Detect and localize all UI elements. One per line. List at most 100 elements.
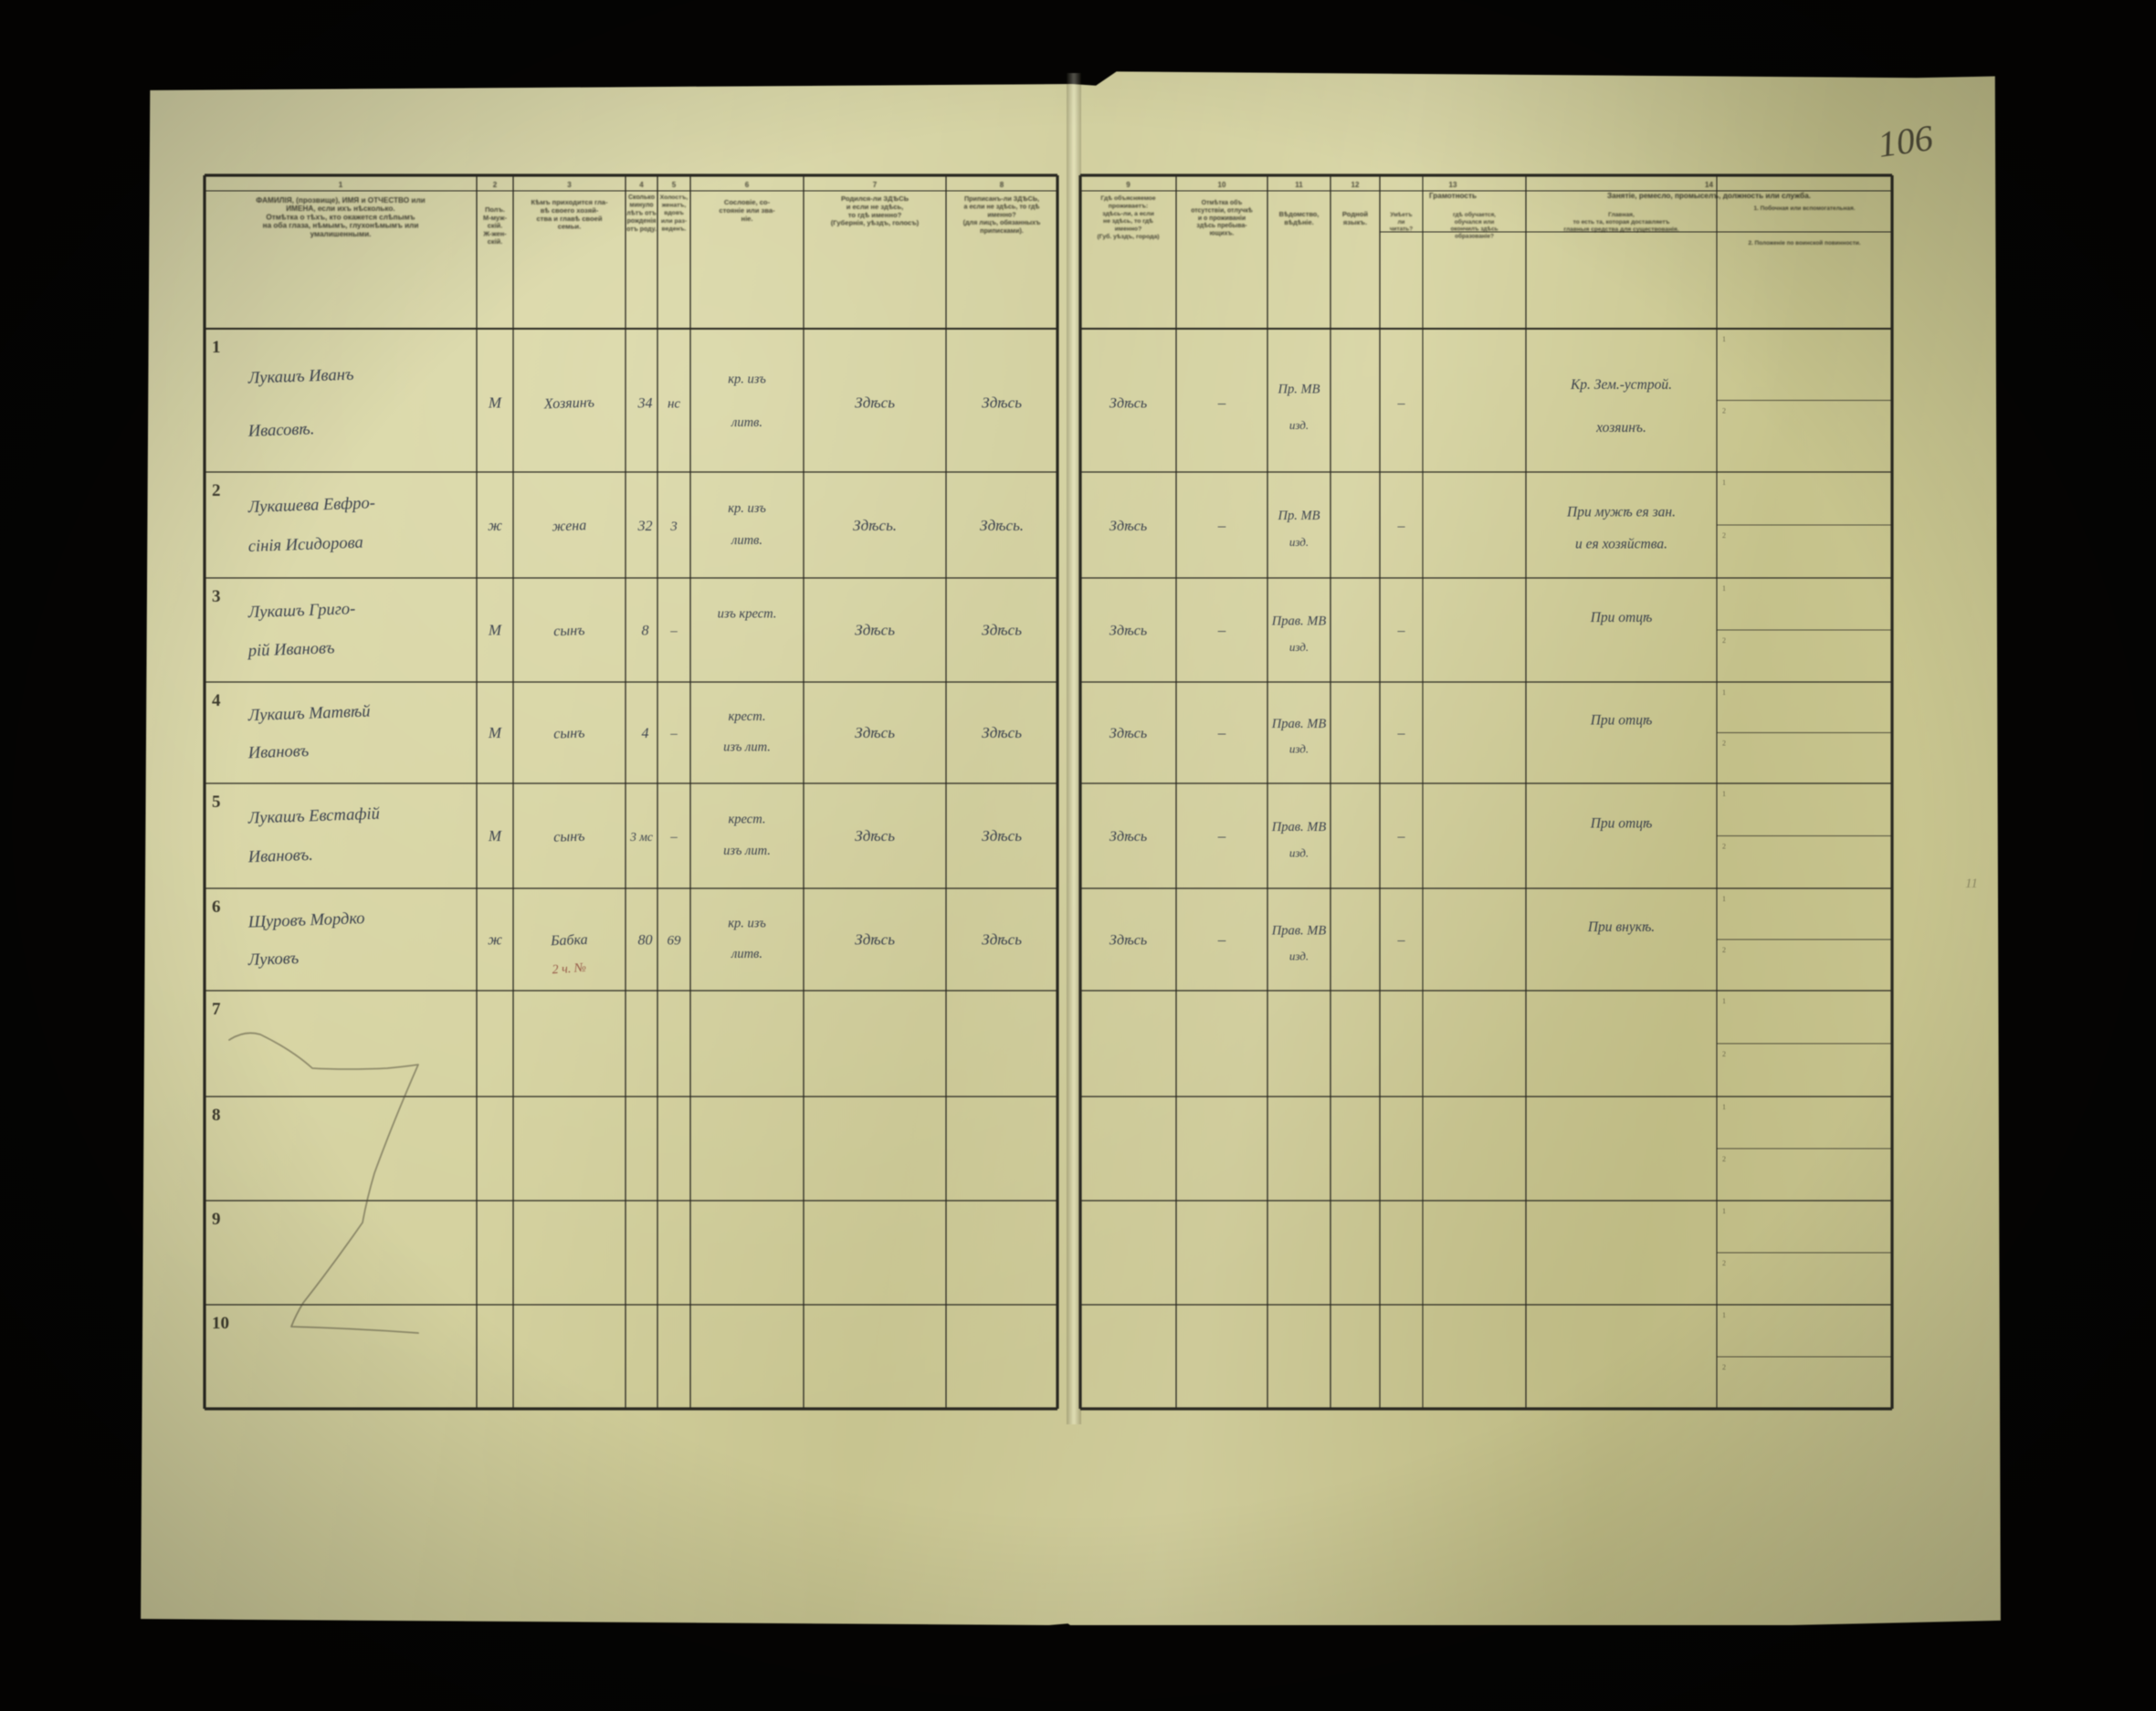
svg-text:Родной: Родной <box>1342 210 1368 218</box>
svg-text:Ивановъ: Ивановъ <box>247 742 309 762</box>
svg-text:гдѣ обучается,: гдѣ обучается, <box>1453 211 1496 218</box>
svg-text:Здѣсь: Здѣсь <box>855 931 895 949</box>
svg-text:Сословіе, со-: Сословіе, со- <box>724 198 771 206</box>
svg-text:сiнiя Исидорова: сiнiя Исидорова <box>247 534 363 556</box>
svg-text:3: 3 <box>669 520 678 534</box>
svg-text:Лукашъ Матвѣй: Лукашъ Матвѣй <box>247 703 371 726</box>
svg-text:литв.: литв. <box>731 947 762 961</box>
svg-text:кр. изъ: кр. изъ <box>728 917 766 931</box>
svg-text:сынъ: сынъ <box>553 623 585 639</box>
svg-text:Прав. МВ: Прав. МВ <box>1271 923 1327 938</box>
svg-text:Здѣсь: Здѣсь <box>982 931 1022 949</box>
svg-text:женатъ,: женатъ, <box>661 203 687 209</box>
svg-text:2. Положеніе по воинской повин: 2. Положеніе по воинской повинности. <box>1748 239 1860 247</box>
svg-text:1: 1 <box>1722 997 1726 1005</box>
svg-text:рожденія: рожденія <box>626 217 656 225</box>
svg-text:ж: ж <box>488 931 502 949</box>
svg-text:проживаетъ:: проживаетъ: <box>1109 203 1148 209</box>
svg-text:32: 32 <box>637 519 653 534</box>
svg-text:Здѣсь: Здѣсь <box>982 827 1022 845</box>
svg-text:Бабка: Бабка <box>550 932 588 949</box>
svg-text:3 мс: 3 мс <box>629 830 653 844</box>
svg-text:стояніе или зва-: стояніе или зва- <box>719 206 775 215</box>
svg-text:ства и главѣ своей: ства и главѣ своей <box>536 215 602 223</box>
svg-text:1: 1 <box>1722 688 1726 697</box>
svg-text:2: 2 <box>1722 1050 1726 1058</box>
svg-text:ФАМИЛІЯ, (прозвище), ИМЯ и ОТЧ: ФАМИЛІЯ, (прозвище), ИМЯ и ОТЧЕСТВО или <box>256 196 425 205</box>
svg-text:–: – <box>1397 624 1406 639</box>
svg-text:При мужѣ ея зан.: При мужѣ ея зан. <box>1566 505 1676 520</box>
svg-text:скій.: скій. <box>488 222 502 230</box>
svg-text:Вѣдомство,: Вѣдомство, <box>1279 210 1320 218</box>
svg-text:Прав. МВ: Прав. МВ <box>1271 717 1327 731</box>
svg-text:(Губ. уѣздъ, города): (Губ. уѣздъ, города) <box>1098 233 1160 240</box>
svg-text:Лукашъ Евстафiй: Лукашъ Евстафiй <box>247 805 380 828</box>
svg-text:и о проживаніи: и о проживаніи <box>1198 215 1246 222</box>
svg-text:Пр. МВ: Пр. МВ <box>1278 509 1320 523</box>
svg-text:рiй Ивановъ: рiй Ивановъ <box>246 639 335 660</box>
svg-text:1: 1 <box>1722 335 1726 343</box>
svg-text:ж: ж <box>488 517 502 534</box>
svg-text:–: – <box>669 625 678 639</box>
svg-text:8: 8 <box>212 1106 221 1125</box>
svg-text:10: 10 <box>1218 181 1226 189</box>
svg-text:Здѣсь.: Здѣсь. <box>853 517 897 534</box>
svg-text:1: 1 <box>1722 790 1726 798</box>
svg-text:не здѣсь, то гдѣ: не здѣсь, то гдѣ <box>1103 217 1153 225</box>
svg-text:Пр. МВ: Пр. МВ <box>1278 383 1320 397</box>
svg-text:–: – <box>1397 829 1406 845</box>
svg-text:(для лицъ, обязанныхъ: (для лицъ, обязанныхъ <box>963 218 1041 226</box>
svg-text:Холостъ,: Холостъ, <box>660 194 689 201</box>
svg-text:3: 3 <box>212 587 221 606</box>
svg-text:М-муж-: М-муж- <box>483 214 507 222</box>
svg-text:При внукѣ.: При внукѣ. <box>1587 919 1655 935</box>
svg-text:читать?: читать? <box>1390 226 1413 233</box>
svg-text:2 ч. №: 2 ч. № <box>552 961 586 978</box>
svg-text:7: 7 <box>212 1000 221 1019</box>
svg-text:Умѣетъ: Умѣетъ <box>1390 211 1412 218</box>
svg-text:Грамотность: Грамотность <box>1429 192 1477 200</box>
svg-text:–: – <box>1217 394 1226 411</box>
svg-text:именно?: именно? <box>1115 226 1142 233</box>
svg-text:2: 2 <box>1722 1155 1726 1163</box>
svg-text:и если не здѣсь,: и если не здѣсь, <box>847 203 904 211</box>
svg-text:–: – <box>1217 622 1226 639</box>
svg-text:5: 5 <box>212 793 221 812</box>
svg-text:2: 2 <box>1722 531 1726 540</box>
svg-text:образованіе?: образованіе? <box>1455 232 1494 239</box>
svg-text:и ея хозяйства.: и ея хозяйства. <box>1575 537 1667 552</box>
svg-text:изд.: изд. <box>1289 742 1309 756</box>
svg-text:8: 8 <box>1000 181 1004 189</box>
svg-text:2: 2 <box>1722 740 1726 748</box>
svg-text:минуло: минуло <box>629 203 653 209</box>
svg-text:2: 2 <box>1722 843 1726 851</box>
svg-text:4: 4 <box>212 691 221 710</box>
svg-text:Здѣсь: Здѣсь <box>982 724 1022 741</box>
svg-text:1: 1 <box>1722 895 1726 903</box>
svg-text:М: М <box>488 394 502 411</box>
svg-text:1: 1 <box>1722 1207 1726 1215</box>
svg-text:34: 34 <box>637 395 653 411</box>
svg-text:лѣтъ отъ: лѣтъ отъ <box>626 209 656 216</box>
svg-text:При отцѣ: При отцѣ <box>1590 815 1653 831</box>
svg-text:Ивановъ.: Ивановъ. <box>247 846 313 866</box>
svg-text:М: М <box>488 724 502 741</box>
svg-text:кр. изъ: кр. изъ <box>728 373 766 387</box>
svg-text:то гдѣ именно?: то гдѣ именно? <box>848 211 902 219</box>
svg-text:–: – <box>1217 827 1226 845</box>
svg-text:2: 2 <box>1722 1259 1726 1267</box>
svg-text:1: 1 <box>339 181 343 189</box>
svg-text:изъ крест.: изъ крест. <box>718 606 777 621</box>
svg-text:13: 13 <box>1449 181 1457 189</box>
svg-text:изд.: изд. <box>1289 535 1309 549</box>
svg-text:Кр. Зем.-устрой.: Кр. Зем.-устрой. <box>1570 377 1672 393</box>
svg-text:главныя средства для существов: главныя средства для существованія. <box>1563 226 1678 233</box>
svg-text:Здѣсь: Здѣсь <box>855 622 895 639</box>
svg-text:ющихъ.: ющихъ. <box>1210 231 1235 237</box>
svg-text:8: 8 <box>642 624 649 639</box>
svg-text:умалишенными.: умалишенными. <box>310 230 372 238</box>
svg-text:а если не здѣсь, то гдѣ: а если не здѣсь, то гдѣ <box>964 203 1040 211</box>
svg-text:Здѣсь: Здѣсь <box>1110 829 1147 845</box>
svg-text:2: 2 <box>1722 1363 1726 1371</box>
svg-text:–: – <box>1217 931 1226 949</box>
